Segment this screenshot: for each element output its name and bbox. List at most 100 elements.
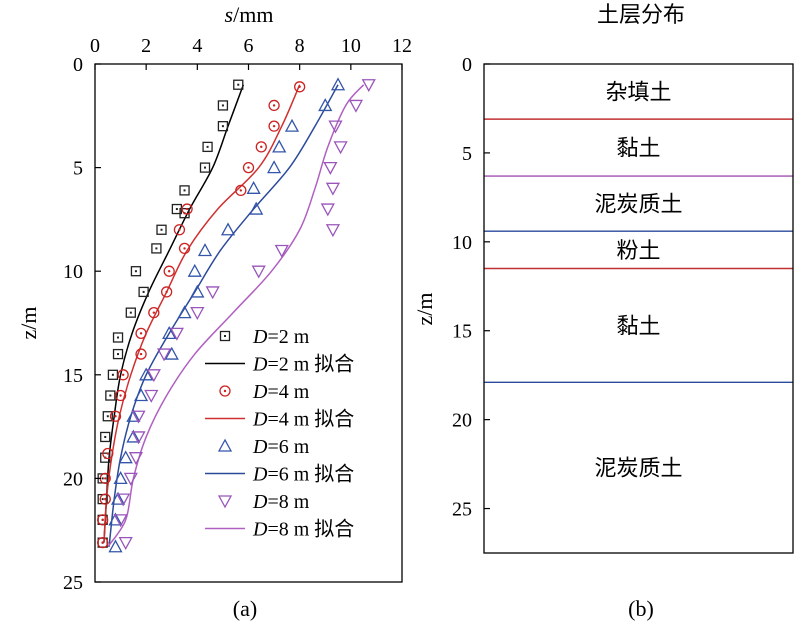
data-point-series-2 xyxy=(173,224,186,236)
triangle-up-marker xyxy=(330,77,346,91)
legend-text: =4 m 拟合 xyxy=(267,408,354,431)
circle-marker-outline xyxy=(163,265,175,277)
circle-marker-dot xyxy=(178,228,181,231)
square-marker-dot xyxy=(111,373,114,376)
data-point-series-4 xyxy=(318,98,333,112)
x-axis-label: s/mm xyxy=(225,2,274,27)
data-point-series-0 xyxy=(138,286,149,298)
square-marker-dot xyxy=(142,290,145,293)
data-point-series-0 xyxy=(130,266,142,277)
triangle-up-marker xyxy=(266,160,282,174)
data-point-series-6 xyxy=(169,327,184,341)
legend-variable: D xyxy=(252,464,268,486)
circle-marker-outline xyxy=(114,389,127,402)
square-marker-dot xyxy=(237,83,240,86)
circle-marker-dot xyxy=(260,145,263,149)
triangle-down-marker xyxy=(144,389,159,403)
triangle-up-marker xyxy=(318,98,333,112)
legend-item-4: D=6 m xyxy=(217,436,310,458)
legend-label: D=4 m xyxy=(252,381,310,403)
data-point-series-4 xyxy=(118,450,133,464)
data-point-series-6 xyxy=(323,161,338,175)
legend-text: =4 m xyxy=(267,381,309,403)
panel-label-a: (a) xyxy=(233,596,257,621)
triangle-up-marker xyxy=(249,201,264,215)
data-point-series-4 xyxy=(126,408,141,422)
triangle-up-marker xyxy=(113,471,128,485)
triangle-down-marker xyxy=(217,495,233,509)
data-point-series-4 xyxy=(249,201,264,215)
data-point-series-4 xyxy=(266,160,282,174)
data-point-series-4 xyxy=(177,305,192,319)
square-marker-outline xyxy=(105,390,116,401)
square-marker-dot xyxy=(109,394,112,397)
x-tick-label: 8 xyxy=(295,35,305,57)
data-point-series-2 xyxy=(114,389,127,402)
circle-marker-dot xyxy=(101,518,104,522)
data-point-series-6 xyxy=(251,265,266,279)
square-marker-dot xyxy=(183,189,186,192)
triangle-down-marker xyxy=(251,265,266,279)
data-point-series-2 xyxy=(294,81,306,93)
data-point-series-0 xyxy=(156,224,167,235)
data-point-series-6 xyxy=(131,410,146,424)
triangle-up-marker xyxy=(272,139,287,153)
circle-marker-outline xyxy=(99,493,111,505)
data-point-series-4 xyxy=(162,326,177,340)
data-point-series-2 xyxy=(255,141,267,153)
circle-marker-dot xyxy=(183,247,186,250)
data-point-series-0 xyxy=(105,390,116,401)
data-point-series-6 xyxy=(116,493,131,507)
square-marker-dot xyxy=(104,435,107,438)
triangle-up-marker xyxy=(190,284,205,298)
data-point-series-2 xyxy=(135,348,147,360)
circle-marker-dot xyxy=(239,189,243,192)
circle-marker-dot xyxy=(152,311,156,314)
triangle-down-marker xyxy=(328,120,343,134)
data-point-series-4 xyxy=(220,222,236,236)
triangle-up-marker xyxy=(246,180,261,194)
y-axis-label: z/m xyxy=(16,307,41,340)
legend-label: D=4 m 拟合 xyxy=(252,408,354,431)
square-marker-dot xyxy=(204,166,207,169)
legend-variable: D xyxy=(252,381,268,403)
data-point-series-2 xyxy=(97,514,109,526)
data-point-series-2 xyxy=(148,306,160,319)
legend-variable: D xyxy=(252,436,268,458)
y-axis-ticks: 0 5 10 15 20 25 xyxy=(452,54,490,521)
circle-marker-outline xyxy=(178,242,191,255)
legend-text: =2 m 拟合 xyxy=(267,353,354,376)
data-point-series-4 xyxy=(284,118,300,132)
soil-column-frame xyxy=(483,63,794,554)
circle-marker-outline xyxy=(242,161,255,174)
triangle-down-marker xyxy=(325,224,341,238)
square-marker-outline xyxy=(138,286,149,298)
triangle-down-marker xyxy=(325,182,341,196)
triangle-up-marker xyxy=(118,450,133,464)
square-marker-outline xyxy=(112,348,124,360)
soil-layer-name: 杂填土 xyxy=(605,80,671,105)
x-tick-label: 10 xyxy=(341,35,361,57)
soil-layer-title: 土层分布 xyxy=(597,2,685,27)
circle-marker-dot xyxy=(185,207,189,211)
data-point-series-0 xyxy=(202,141,213,153)
data-point-series-4 xyxy=(330,77,346,91)
data-point-series-0 xyxy=(233,79,244,90)
square-marker-dot xyxy=(155,247,158,250)
triangle-down-marker xyxy=(118,536,133,550)
legend-label: D=2 m 拟合 xyxy=(252,353,354,376)
data-point-series-4 xyxy=(164,346,179,360)
data-point-series-6 xyxy=(328,120,343,134)
square-marker-dot xyxy=(101,477,104,480)
data-markers xyxy=(97,77,376,553)
triangle-down-marker xyxy=(131,431,146,445)
legend-variable: D xyxy=(252,409,268,431)
data-point-series-6 xyxy=(128,452,144,466)
legend-marker-sample xyxy=(219,385,231,397)
data-point-series-4 xyxy=(110,491,126,505)
y-tick-label: 0 xyxy=(462,54,472,76)
triangle-down-marker xyxy=(113,514,128,528)
triangle-down-marker xyxy=(333,141,348,155)
data-point-series-6 xyxy=(146,369,161,383)
